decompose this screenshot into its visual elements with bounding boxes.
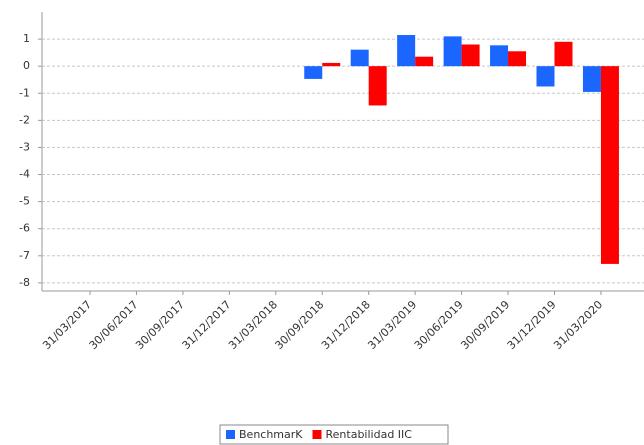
x-tick-label: 31/12/2019 [505, 298, 559, 352]
y-tick-label: -8 [19, 276, 30, 289]
x-tick-label: 30/06/2019 [412, 298, 466, 352]
x-tick-label: 30/09/2019 [458, 298, 512, 352]
y-tick-label: -7 [19, 249, 30, 262]
bar [554, 41, 573, 67]
bar [490, 45, 509, 67]
y-tick-label: 0 [23, 59, 30, 72]
x-tick-label: 31/12/2017 [180, 298, 234, 352]
bar [397, 35, 416, 67]
legend-swatch [226, 430, 235, 439]
bar [582, 66, 601, 92]
bar [443, 36, 462, 67]
legend-swatch [312, 430, 322, 439]
x-tick-label: 30/09/2017 [133, 298, 187, 352]
bar [350, 49, 369, 67]
y-tick-label: -5 [19, 195, 30, 208]
x-tick-label: 31/03/2020 [551, 298, 605, 352]
legend-label: Rentabilidad IIC [326, 428, 413, 441]
bar [536, 66, 555, 87]
bar [600, 66, 619, 264]
y-tick-label: -6 [19, 222, 30, 235]
y-tick-label: -1 [19, 86, 30, 99]
x-tick-label: 30/06/2017 [87, 298, 141, 352]
legend-box [219, 424, 449, 445]
bar [304, 66, 323, 79]
y-tick-label: 1 [23, 32, 30, 45]
bar [322, 62, 341, 67]
x-tick-label: 31/12/2018 [319, 298, 373, 352]
bar [461, 44, 480, 67]
legend-label: BenchmarK [239, 428, 303, 441]
bar [415, 56, 434, 67]
bar [508, 51, 527, 67]
x-tick-label: 30/09/2018 [272, 298, 326, 352]
x-tick-label: 31/03/2017 [40, 298, 94, 352]
y-tick-label: -3 [19, 140, 30, 153]
y-tick-label: -2 [19, 113, 30, 126]
bar [368, 66, 387, 106]
y-tick-label: -4 [19, 168, 30, 181]
x-tick-label: 31/03/2019 [365, 298, 419, 352]
x-tick-label: 31/03/2018 [226, 298, 280, 352]
